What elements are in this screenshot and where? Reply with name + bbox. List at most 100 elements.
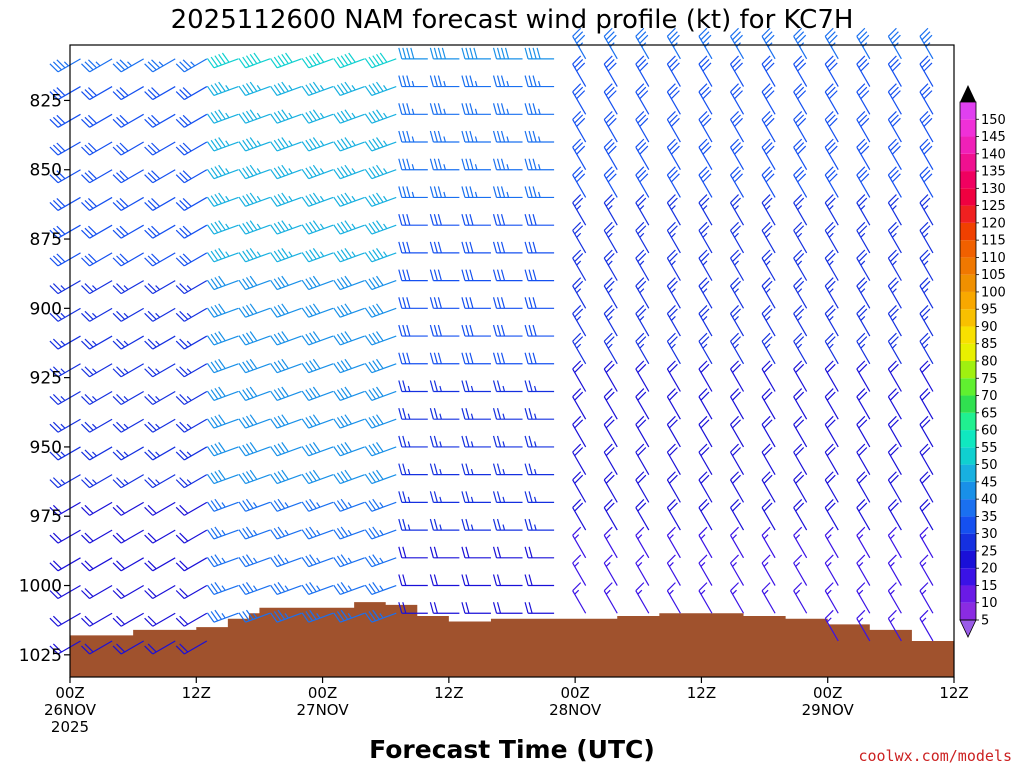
barb-feather [206,279,215,290]
barb-feather [112,174,122,184]
barb-feather [333,307,341,318]
barb-feather [270,446,278,457]
barb-feather [528,186,533,198]
barb-half-feather [123,396,129,401]
barb-feather [368,417,377,428]
wind-barb [206,469,239,485]
wind-barb [824,499,839,531]
barb-staff [89,474,113,489]
barb-feather [797,117,807,127]
wind-barb [333,414,365,429]
barb-feather [856,249,866,259]
barb-half-feather [439,385,442,392]
barb-half-feather [858,534,864,540]
barb-half-feather [607,232,613,238]
barb-half-feather [470,441,474,448]
barb-feather [81,590,91,599]
wind-barb [144,501,176,516]
barb-feather [496,408,502,420]
barb-feather [242,361,250,372]
wind-barb [824,360,839,392]
wind-barb [398,130,428,143]
barb-feather [668,31,678,41]
barb-feather [639,173,649,183]
barb-staff [793,91,808,115]
barb-feather [214,609,222,620]
wind-barb [603,554,618,586]
wind-barb [761,332,776,365]
wind-barb [81,196,113,211]
colorbar-label: 90 [981,320,998,335]
barb-staff [371,335,397,346]
barb-feather [793,415,803,425]
wind-barb [856,221,871,254]
barb-feather [281,164,289,175]
barb-staff [152,252,176,267]
barb-staff [635,534,650,559]
barb-feather [496,103,502,115]
wind-barb [603,83,618,115]
barb-staff [371,280,397,291]
barb-feather [249,469,258,480]
barb-half-feather [605,589,611,595]
barb-feather [465,491,470,503]
barb-half-feather [502,468,506,475]
barb-feather [734,34,743,44]
barb-feather [81,146,91,156]
wind-barb [81,141,113,156]
barb-staff [152,390,176,406]
barb-half-feather [470,524,474,531]
wind-barb [398,574,428,587]
barb-feather [49,91,59,101]
barb-feather [206,113,215,124]
wind-barb [856,360,871,392]
barb-feather [635,582,645,592]
barb-feather [116,172,126,182]
barb-feather [49,479,59,489]
barb-feather [793,443,803,453]
wind-barb [824,305,839,337]
barb-feather [572,277,582,287]
barb-feather [524,546,529,558]
barb-half-feather [668,562,674,567]
wind-barb [398,214,428,226]
barb-feather [206,141,215,152]
barb-feather [179,89,189,99]
wind-barb [492,158,523,171]
barb-feather [182,142,192,152]
wind-barb [666,166,681,198]
wind-barb [492,297,523,309]
wind-barb [301,498,334,512]
wind-barb [333,469,365,485]
barb-feather [344,358,353,369]
wind-barb [364,442,397,457]
barb-feather [856,499,866,508]
wind-barb [666,221,681,254]
barb-half-feather [60,451,66,457]
wind-barb [81,169,113,184]
barb-feather [249,220,258,231]
barb-feather [670,117,680,127]
barb-staff [730,451,745,475]
barb-feather [175,368,185,378]
barb-feather [218,303,226,314]
wind-barb [364,469,397,485]
barb-feather [49,146,59,156]
barb-staff [308,58,334,69]
barb-feather [52,338,62,348]
barb-half-feather [670,260,676,266]
barb-staff [245,584,271,595]
colorbar-swatch [960,550,976,569]
barb-feather [824,415,834,425]
barb-feather [492,47,498,60]
barb-staff [730,396,745,420]
wind-barbs [49,27,934,655]
barb-staff [730,562,745,586]
barb-feather [698,83,708,93]
barb-staff [824,618,839,642]
barb-feather [605,363,615,373]
barb-feather [732,31,741,41]
barb-feather [921,59,931,68]
barb-half-feather [828,205,834,211]
barb-feather [402,352,407,364]
